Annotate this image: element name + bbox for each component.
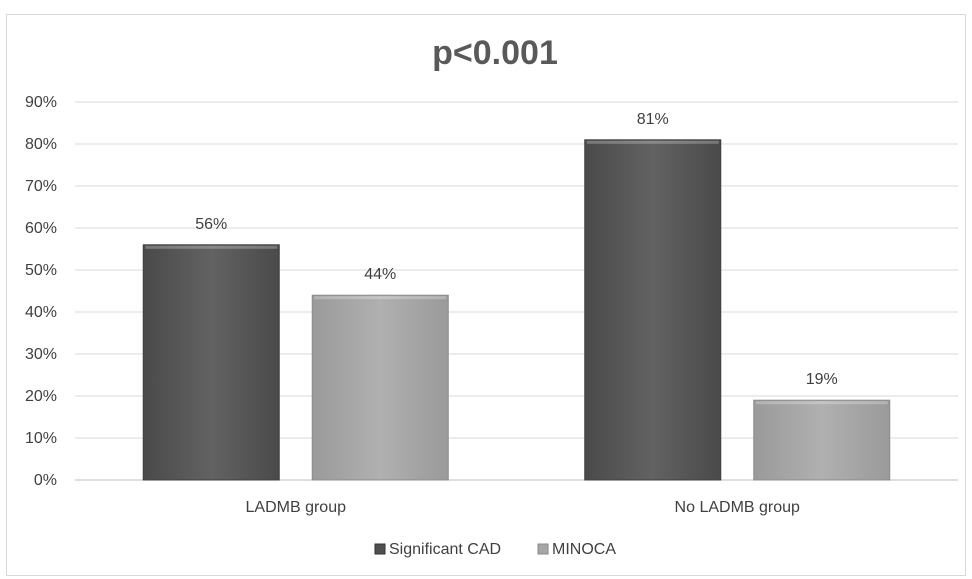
- y-tick-label: 80%: [25, 136, 57, 153]
- bar-minoca: [311, 294, 449, 481]
- y-tick-label: 50%: [25, 262, 57, 279]
- y-tick-label: 0%: [34, 472, 57, 489]
- bar-highlight: [755, 401, 888, 405]
- y-tick-label: 20%: [25, 388, 57, 405]
- x-category-label: LADMB group: [246, 499, 347, 516]
- legend-swatch: [537, 543, 549, 555]
- bar-significant-cad: [142, 244, 280, 481]
- data-label: 81%: [637, 111, 669, 128]
- y-tick-label: 30%: [25, 346, 57, 363]
- y-tick-label: 10%: [25, 430, 57, 447]
- y-tick-label: 90%: [25, 94, 57, 111]
- x-category-label: No LADMB group: [675, 499, 800, 516]
- bar-significant-cad: [584, 139, 722, 481]
- data-label: 56%: [195, 216, 227, 233]
- chart-title: p<0.001: [432, 34, 558, 72]
- legend-label: Significant CAD: [389, 541, 501, 558]
- y-tick-label: 40%: [25, 304, 57, 321]
- data-label: 44%: [364, 266, 396, 283]
- y-tick-label: 60%: [25, 220, 57, 237]
- y-tick-label: 70%: [25, 178, 57, 195]
- legend-label: MINOCA: [552, 541, 616, 558]
- bar-highlight: [145, 245, 278, 249]
- bar-minoca: [753, 399, 891, 481]
- bar-highlight: [586, 140, 719, 144]
- data-label: 19%: [806, 371, 838, 388]
- bar-highlight: [314, 296, 447, 300]
- legend-swatch: [374, 543, 386, 555]
